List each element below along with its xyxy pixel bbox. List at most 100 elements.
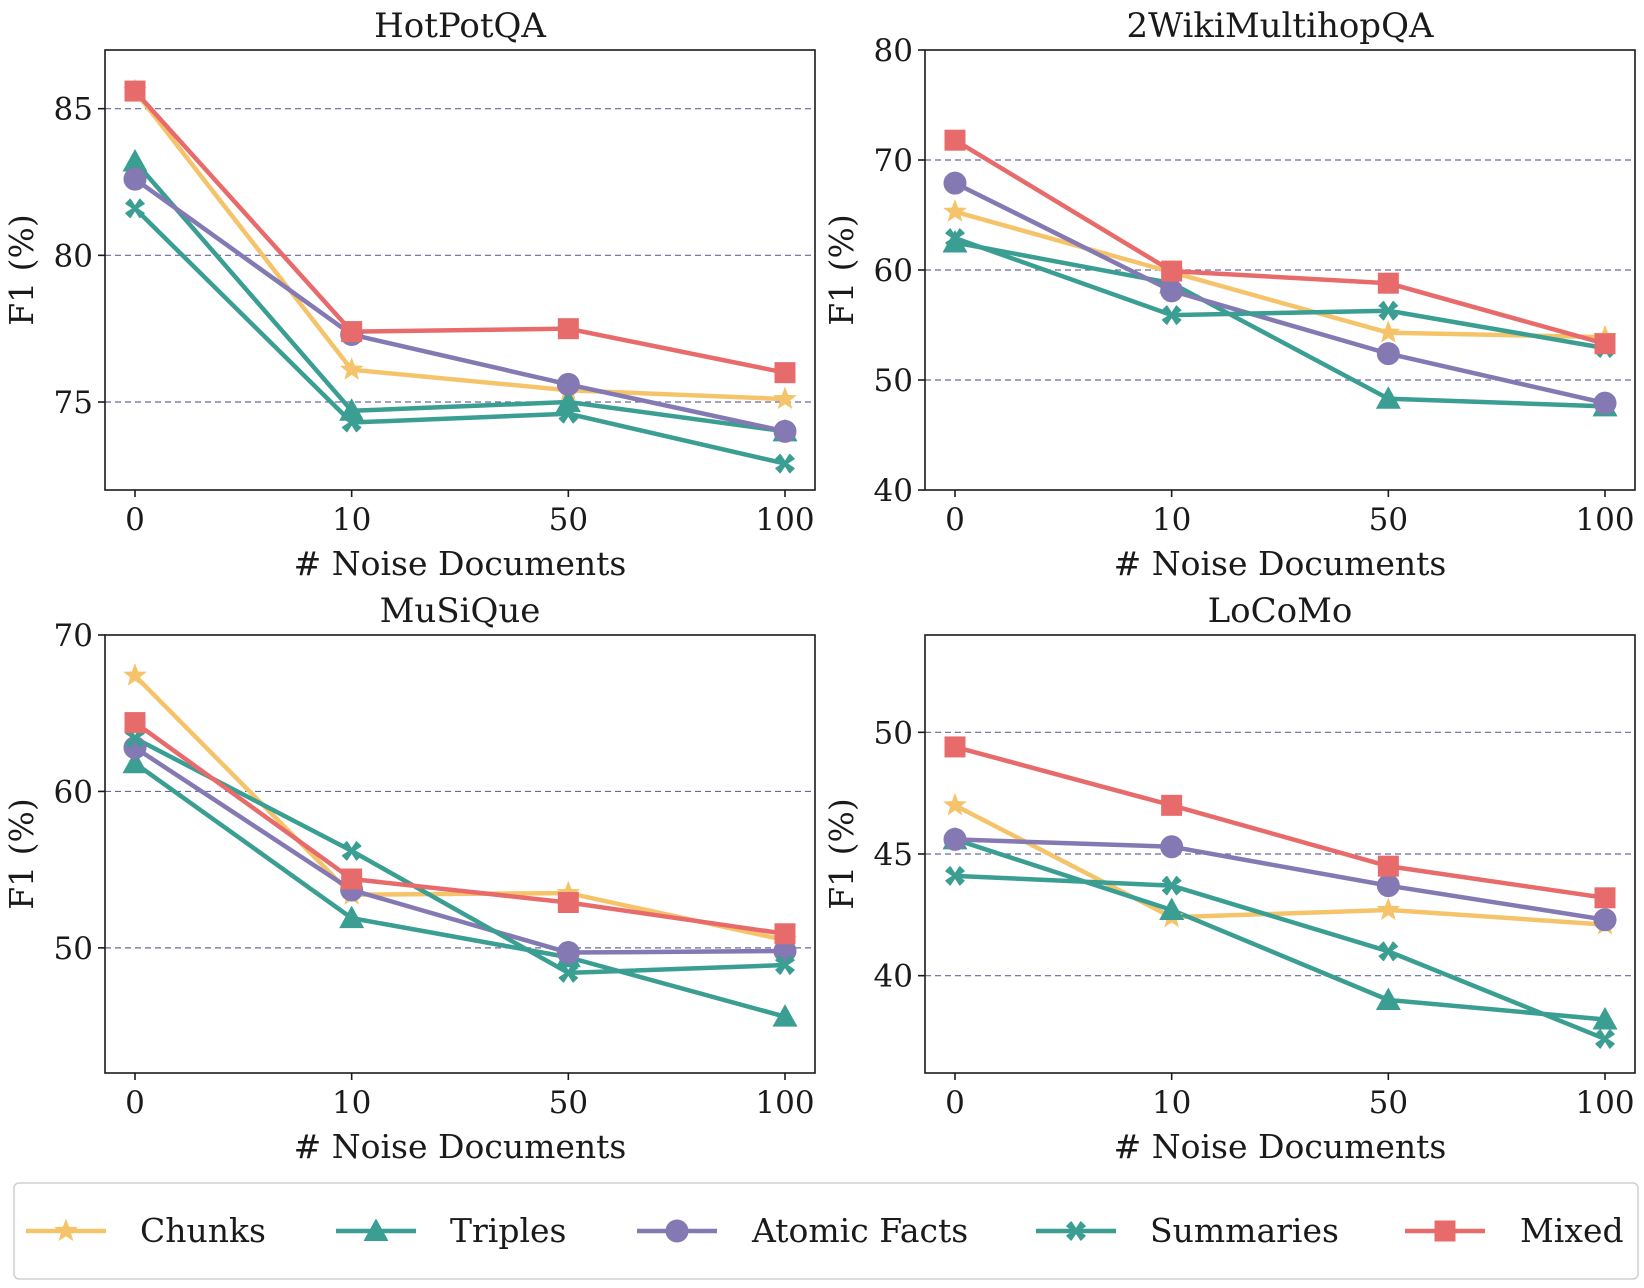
legend-marker-chunks [54,1218,78,1242]
legend-item-atomic-facts: Atomic Facts [637,1211,968,1250]
point-summaries [1378,300,1399,321]
legend-item-mixed: Mixed [1405,1211,1624,1250]
point-summaries [775,955,795,975]
point-mixed [944,736,966,758]
point-triples [339,905,365,929]
point-atomic-facts [1160,835,1184,859]
point-summaries [945,866,965,886]
point-atomic-facts [943,171,967,195]
series-line-atomic-facts [953,181,1606,406]
legend-label: Mixed [1520,1211,1624,1250]
point-atomic-facts [1376,342,1400,366]
x-tick-label: 10 [332,502,371,538]
y-tick-label: 40 [874,473,913,509]
point-triples [1375,386,1401,409]
y-tick-label: 45 [874,837,913,873]
point-summaries [558,403,579,424]
legend-label: Chunks [140,1211,266,1250]
plot-frame [104,634,816,1074]
y-tick-label: 50 [54,931,93,967]
point-atomic-facts [1376,874,1400,898]
y-tick-label: 80 [54,238,93,274]
point-mixed [341,868,363,890]
panel-2wikimultihopqa: 40 50 60 70 80 0 10 50 100 2WikiMultihopQA # Noise… [822,6,1636,583]
x-tick-label: 0 [945,502,965,538]
y-axis-label: F1 (%) [2,214,41,326]
point-triples [122,750,148,774]
legend-item-summaries: Summaries [1036,1211,1339,1250]
point-mixed [1377,855,1399,877]
point-chunks [123,663,147,686]
legend-marker-summaries [1066,1221,1086,1241]
chart-title: MuSiQue [380,591,541,631]
y-axis-label: F1 (%) [2,798,41,910]
point-triples [1159,897,1185,920]
legend-label: Atomic Facts [751,1211,968,1250]
point-atomic-facts [1593,908,1617,932]
point-mixed [944,129,966,151]
y-tick-label: 85 [54,92,93,128]
legend-box [13,1182,1639,1280]
x-tick-label: 50 [1369,1085,1408,1121]
point-mixed [1377,272,1399,294]
x-tick-label: 100 [755,1085,814,1121]
point-summaries [341,412,362,433]
chart-title: LoCoMo [1208,591,1353,631]
series-line-atomic-facts [133,745,786,955]
chart-title: 2WikiMultihopQA [1126,6,1433,46]
x-tick-label: 0 [125,1085,145,1121]
legend-label: Summaries [1150,1211,1339,1250]
y-tick-label: 70 [874,143,913,179]
x-tick-label: 50 [1369,502,1408,538]
y-tick-label: 40 [874,959,913,995]
legend-item-triples: Triples [336,1211,566,1250]
series-line-summaries [133,736,786,976]
legend-marker-atomic-facts [665,1219,689,1243]
point-summaries [341,841,362,861]
series-line-triples [133,159,786,434]
series-line-atomic-facts [133,177,786,434]
series-line-triples [133,761,786,1019]
series-line-chunks [954,209,1606,340]
point-summaries [125,198,145,219]
series-line-summaries [133,206,786,466]
point-chunks [943,792,967,816]
point-chunks [339,357,364,380]
point-chunks [1376,897,1401,921]
y-tick-label: 50 [874,363,913,399]
point-chunks [1376,320,1401,343]
point-mixed [1594,333,1616,355]
chart-title: HotPotQA [374,6,546,46]
point-summaries [945,228,965,248]
x-tick-label: 50 [549,502,588,538]
x-axis-label: # Noise Documents [294,544,627,583]
series-line-chunks [133,89,786,402]
x-tick-label: 10 [1152,1085,1191,1121]
x-tick-label: 100 [755,502,814,538]
point-mixed [124,712,146,734]
series-line-triples [954,240,1606,409]
x-axis-label: # Noise Documents [1114,544,1447,583]
x-tick-label: 100 [1575,1085,1634,1121]
point-chunks [943,199,967,222]
y-tick-label: 50 [874,715,913,751]
legend-label: Triples [450,1211,566,1250]
point-atomic-facts [1160,279,1184,303]
point-mixed [1161,260,1183,282]
x-axis-label: # Noise Documents [294,1127,627,1166]
series-line-chunks [953,803,1606,927]
x-tick-label: 100 [1575,502,1634,538]
legend: Chunks Triples Atomic Facts Summaries Mixed [13,1182,1639,1280]
point-mixed [124,80,146,102]
point-summaries [775,453,795,474]
series-line-atomic-facts [954,837,1606,922]
series-line-mixed [133,720,786,937]
y-tick-label: 60 [874,253,913,289]
plot-frame [104,49,816,491]
y-axis-label: F1 (%) [822,214,861,326]
y-tick-label: 80 [874,33,913,69]
y-tick-label: 60 [54,774,93,810]
x-tick-label: 0 [125,502,145,538]
x-tick-label: 10 [1152,502,1191,538]
point-summaries [1161,305,1182,325]
